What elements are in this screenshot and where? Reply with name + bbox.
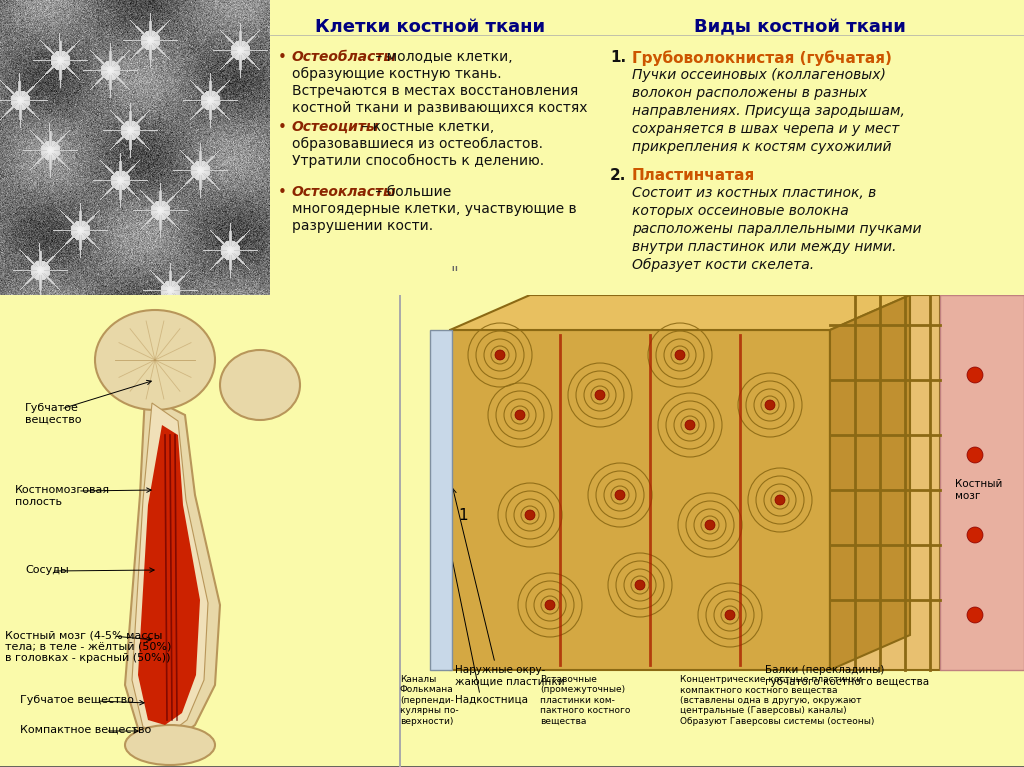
Circle shape xyxy=(495,350,505,360)
Text: прикрепления к костям сухожилий: прикрепления к костям сухожилий xyxy=(632,140,892,154)
Text: •: • xyxy=(278,185,287,200)
Text: •: • xyxy=(278,120,287,135)
Circle shape xyxy=(515,410,525,420)
Text: Балки (перекладины)
губчатого костного вещества: Балки (перекладины) губчатого костного в… xyxy=(765,665,929,686)
Text: Костный мозг (4-5% массы
тела; в теле - жёлтый (50%)
в головках - красный (50%)): Костный мозг (4-5% массы тела; в теле - … xyxy=(5,630,171,663)
Text: Остеокласты: Остеокласты xyxy=(292,185,396,199)
Text: Надкостница: Надкостница xyxy=(455,695,528,705)
Text: Губчатое вещество: Губчатое вещество xyxy=(20,695,134,705)
Ellipse shape xyxy=(125,725,215,765)
Circle shape xyxy=(635,580,645,590)
Text: Утратили способность к делению.: Утратили способность к делению. xyxy=(292,154,544,168)
Bar xyxy=(399,295,401,767)
Circle shape xyxy=(675,350,685,360)
Bar xyxy=(430,330,452,670)
Circle shape xyxy=(967,607,983,623)
Text: Пучки оссеиновых (коллагеновых): Пучки оссеиновых (коллагеновых) xyxy=(632,68,886,82)
Circle shape xyxy=(685,420,695,430)
Circle shape xyxy=(765,400,775,410)
Text: Губчатое
вещество: Губчатое вещество xyxy=(25,403,82,425)
Text: Каналы
Фолькмана
(перпенди-
кулярны по-
верхности): Каналы Фолькмана (перпенди- кулярны по- … xyxy=(400,675,459,726)
Text: Виды костной ткани: Виды костной ткани xyxy=(694,18,906,36)
Polygon shape xyxy=(450,295,910,330)
Circle shape xyxy=(615,490,625,500)
Polygon shape xyxy=(830,295,910,670)
Text: Клетки костной ткани: Клетки костной ткани xyxy=(315,18,545,36)
Text: ": " xyxy=(450,265,458,283)
Polygon shape xyxy=(125,395,220,740)
Text: 2.: 2. xyxy=(610,168,627,183)
Text: 1.: 1. xyxy=(610,50,626,65)
Bar xyxy=(830,295,940,670)
Text: – молодые клетки,: – молодые клетки, xyxy=(371,50,513,64)
Text: костной ткани и развивающихся костях: костной ткани и развивающихся костях xyxy=(292,101,588,115)
Text: расположены параллельными пучками: расположены параллельными пучками xyxy=(632,222,922,236)
Text: разрушении кости.: разрушении кости. xyxy=(292,219,433,233)
Text: Костномозговая
полость: Костномозговая полость xyxy=(15,485,111,506)
Circle shape xyxy=(705,520,715,530)
Text: Наружные окру-
жающие пластинки: Наружные окру- жающие пластинки xyxy=(455,665,564,686)
Text: образовавшиеся из остеобластов.: образовавшиеся из остеобластов. xyxy=(292,137,543,151)
Text: волокон расположены в разных: волокон расположены в разных xyxy=(632,86,867,100)
Text: внутри пластинок или между ними.: внутри пластинок или между ними. xyxy=(632,240,896,254)
Text: – большие: – большие xyxy=(371,185,452,199)
Text: – костные клетки,: – костные клетки, xyxy=(356,120,494,134)
Bar xyxy=(0,0,1024,295)
Circle shape xyxy=(595,390,605,400)
Text: Концентрические костные пластинки
компактного костного вещества
(вставлены одна : Концентрические костные пластинки компак… xyxy=(680,675,874,726)
Circle shape xyxy=(725,610,735,620)
Text: Вставочные
(промежуточные)
пластинки ком-
пактного костного
вещества: Вставочные (промежуточные) пластинки ком… xyxy=(540,675,631,726)
Text: Остеобласты: Остеобласты xyxy=(292,50,397,64)
Text: Состоит из костных пластинок, в: Состоит из костных пластинок, в xyxy=(632,186,877,200)
Text: многоядерные клетки, участвующие в: многоядерные клетки, участвующие в xyxy=(292,202,577,216)
Bar xyxy=(940,295,1024,670)
Text: Сосуды: Сосуды xyxy=(25,565,69,575)
Circle shape xyxy=(545,600,555,610)
Circle shape xyxy=(967,367,983,383)
Text: Образует кости скелета.: Образует кости скелета. xyxy=(632,258,814,272)
Circle shape xyxy=(775,495,785,505)
Text: направлениях. Присуща зародышам,: направлениях. Присуща зародышам, xyxy=(632,104,905,118)
Text: сохраняется в швах черепа и у мест: сохраняется в швах черепа и у мест xyxy=(632,122,899,136)
Text: 1: 1 xyxy=(458,508,468,522)
Text: Грубоволокнистая (губчатая): Грубоволокнистая (губчатая) xyxy=(632,50,892,66)
Text: Компактное вещество: Компактное вещество xyxy=(20,725,152,735)
Ellipse shape xyxy=(95,310,215,410)
Circle shape xyxy=(967,447,983,463)
Text: которых оссеиновые волокна: которых оссеиновые волокна xyxy=(632,204,849,218)
Polygon shape xyxy=(132,403,208,733)
Polygon shape xyxy=(138,425,200,725)
Circle shape xyxy=(967,527,983,543)
Text: Остеоциты: Остеоциты xyxy=(292,120,379,134)
Text: •: • xyxy=(278,50,287,65)
Text: Встречаются в местах восстановления: Встречаются в местах восстановления xyxy=(292,84,579,98)
Bar xyxy=(450,330,830,670)
Circle shape xyxy=(525,510,535,520)
Text: Костный
мозг: Костный мозг xyxy=(955,479,1002,501)
Ellipse shape xyxy=(220,350,300,420)
Text: образующие костную ткань.: образующие костную ткань. xyxy=(292,67,502,81)
Text: Пластинчатая: Пластинчатая xyxy=(632,168,756,183)
